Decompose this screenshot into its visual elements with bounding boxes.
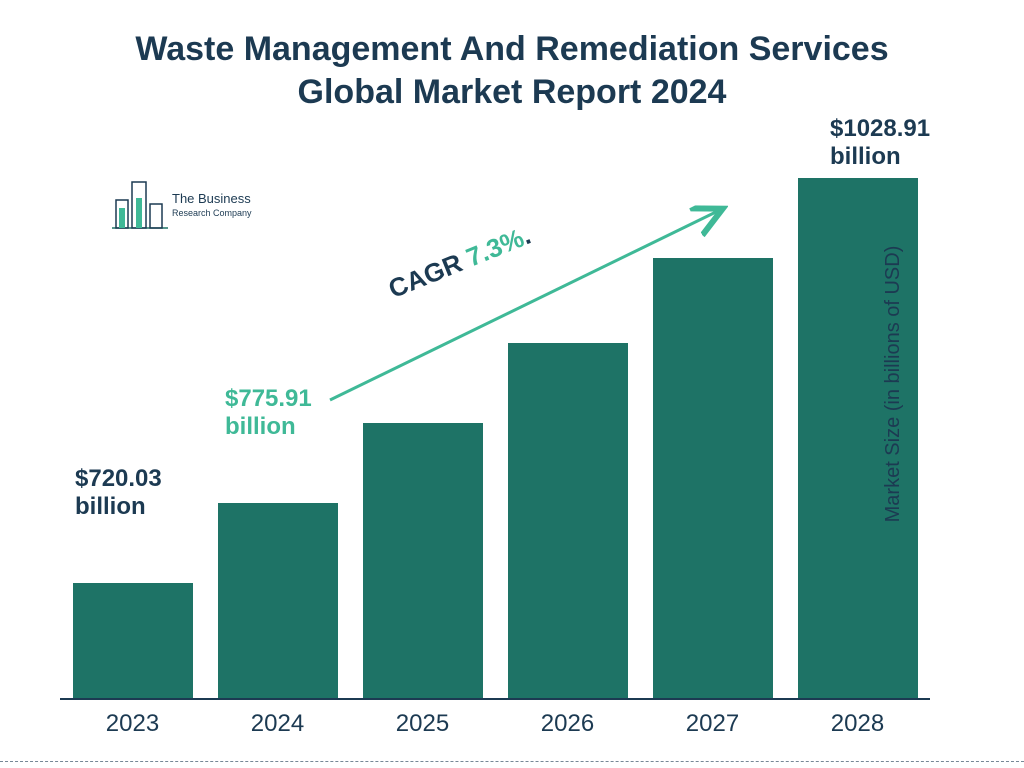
data-label: $1028.91billion (830, 115, 930, 170)
data-label: $775.91billion (225, 385, 312, 440)
x-label: 2025 (363, 710, 483, 738)
x-axis (60, 698, 930, 700)
bar-slot (508, 343, 628, 698)
bar (73, 583, 193, 698)
bottom-divider (0, 761, 1024, 762)
bar-slot (73, 583, 193, 698)
title-line2: Global Market Report 2024 (298, 73, 727, 111)
data-label: $720.03billion (75, 465, 162, 520)
bar-slot (653, 258, 773, 698)
x-label: 2024 (218, 710, 338, 738)
x-label: 2027 (653, 710, 773, 738)
bar (363, 423, 483, 698)
bar-slot (218, 503, 338, 698)
x-labels: 2023 2024 2025 2026 2027 2028 (60, 710, 930, 738)
bar-slot (363, 423, 483, 698)
chart-title: Waste Management And Remediation Service… (0, 0, 1024, 113)
bar (508, 343, 628, 698)
y-axis-label: Market Size (in billions of USD) (882, 246, 905, 523)
x-label: 2026 (508, 710, 628, 738)
x-label: 2023 (73, 710, 193, 738)
bar (218, 503, 338, 698)
x-label: 2028 (798, 710, 918, 738)
title-line1: Waste Management And Remediation Service… (135, 30, 888, 68)
bar (653, 258, 773, 698)
